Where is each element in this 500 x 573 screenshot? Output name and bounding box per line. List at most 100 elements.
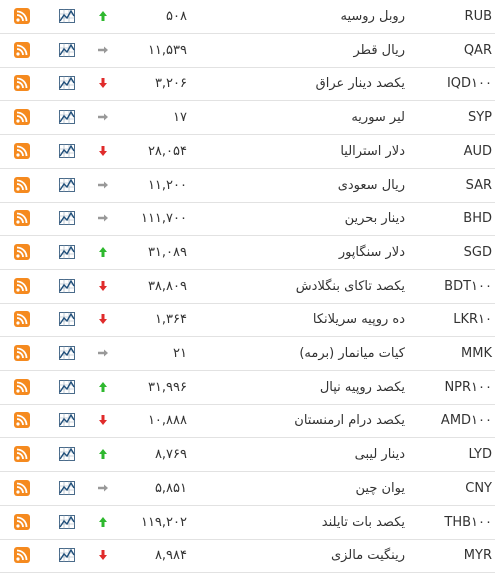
currency-name: یکصد درام ارمنستان [294,413,405,429]
currency-code: SYP [467,110,492,126]
currency-code: SGD [463,244,492,260]
chart-icon[interactable] [58,378,76,396]
currency-code: LKR۱۰ [453,312,492,328]
currency-row: BHD دینار بحرین ۱۱۱,۷۰۰ [0,202,495,237]
rss-icon[interactable] [13,108,31,126]
price: ۱۱۹,۲۰۲ [140,514,187,530]
price: ۱۱,۵۳۹ [147,42,187,58]
chart-icon[interactable] [58,243,76,261]
price: ۸,۹۸۴ [154,548,187,564]
rss-icon[interactable] [13,277,31,295]
chart-icon[interactable] [58,277,76,295]
currency-code: RUB [464,9,492,24]
currency-row: RUB روبل روسیه ۵۰۸ [0,0,495,34]
chart-icon[interactable] [58,546,76,564]
currency-name: دلار سنگاپور [338,244,405,260]
trend-arrow [98,181,108,188]
currency-name: ریال قطر [353,42,406,58]
currency-code: AUD [463,143,492,159]
chart-icon[interactable] [58,176,76,194]
currency-code: IQD۱۰۰ [446,76,492,92]
price: ۵۰۸ [166,9,187,24]
chart-icon[interactable] [58,7,76,25]
price: ۱,۳۶۴ [154,312,187,328]
currency-row: AUD دلار استرالیا ۲۸,۰۵۴ [0,135,495,169]
trend-arrow [98,113,108,121]
chart-icon[interactable] [58,41,76,59]
rss-icon[interactable] [13,479,31,497]
currency-name: ده روپیه سریلانکا [312,312,405,328]
currency-code: CNY [465,480,492,496]
currency-code: MMK [461,346,492,361]
trend-arrow [98,484,108,492]
currency-code: LYD [468,447,492,463]
price: ۱۷ [173,110,187,126]
rss-icon[interactable] [13,310,31,328]
currency-name: دلار استرالیا [340,143,405,159]
price: ۲۸,۰۵۴ [147,143,187,159]
currency-row: LYD دینار لیبی ۸,۷۶۹ [0,438,495,473]
trend-arrow [99,280,107,291]
trend-arrow [99,145,107,156]
price: ۳۱,۰۸۹ [147,244,187,260]
chart-icon[interactable] [58,513,76,531]
rss-icon[interactable] [13,546,31,564]
trend-arrow [99,11,107,21]
currency-row: SAR ریال سعودی ۱۱,۲۰۰ [0,169,495,203]
currency-name: رینگیت مالزی [330,548,405,564]
currency-name: یکصد روپیه نپال [319,379,405,395]
currency-row: SYP لیر سوریه ۱۷ [0,101,495,136]
trend-arrow [99,516,107,527]
currency-row: LKR۱۰ ده روپیه سریلانکا ۱,۳۶۴ [0,303,495,338]
currency-name: یکصد بات تایلند [321,514,405,530]
currency-row: AMD۱۰۰ یکصد درام ارمنستان ۱۰,۸۸۸ [0,404,495,439]
rss-icon[interactable] [13,209,31,227]
rss-icon[interactable] [13,378,31,396]
price: ۱۱۱,۷۰۰ [140,211,187,227]
rss-icon[interactable] [13,344,31,362]
currency-code: QAR [463,42,492,58]
rss-icon[interactable] [13,411,31,429]
chart-icon[interactable] [58,310,76,328]
trend-arrow [99,415,107,426]
rss-icon[interactable] [13,513,31,531]
currency-name: ریال سعودی [337,177,405,193]
currency-name: دینار لیبی [354,447,405,463]
currency-name: روبل روسیه [340,9,406,24]
rss-icon[interactable] [13,41,31,59]
chart-icon[interactable] [58,108,76,126]
rss-icon[interactable] [13,142,31,160]
rss-icon[interactable] [13,74,31,92]
chart-icon[interactable] [58,209,76,227]
price: ۱۰,۸۸۸ [147,413,187,429]
price: ۳۱,۹۹۶ [147,379,187,395]
currency-name: یوان چین [355,480,405,496]
price: ۵,۸۵۱ [154,480,187,496]
currency-row: THB۱۰۰ یکصد بات تایلند ۱۱۹,۲۰۲ [0,506,495,540]
trend-arrow [99,246,107,257]
price: ۸,۷۶۹ [154,447,187,463]
price: ۳۸,۸۰۹ [147,278,187,294]
rss-icon[interactable] [13,243,31,261]
chart-icon[interactable] [58,411,76,429]
rss-icon[interactable] [13,176,31,194]
rss-icon[interactable] [13,7,31,25]
currency-name: دینار بحرین [344,211,405,227]
trend-arrow [99,381,107,392]
trend-arrow [98,214,108,222]
currency-row: QAR ریال قطر ۱۱,۵۳۹ [0,34,495,68]
rss-icon[interactable] [13,445,31,463]
chart-icon[interactable] [58,479,76,497]
chart-icon[interactable] [58,142,76,160]
currency-name: یکصد دینار عراق [315,76,405,92]
price: ۱۱,۲۰۰ [147,177,187,193]
chart-icon[interactable] [58,445,76,463]
currency-row: BDT۱۰۰ یکصد تاکای بنگلادش ۳۸,۸۰۹ [0,270,495,304]
currency-row: CNY یوان چین ۵,۸۵۱ [0,472,495,506]
currency-row: IQD۱۰۰ یکصد دینار عراق ۳,۲۰۶ [0,67,495,102]
chart-icon[interactable] [58,74,76,92]
currency-code: SAR [465,177,492,193]
chart-icon[interactable] [58,344,76,362]
currency-row: MMK کیات میانمار (برمه) ۲۱ [0,337,495,371]
